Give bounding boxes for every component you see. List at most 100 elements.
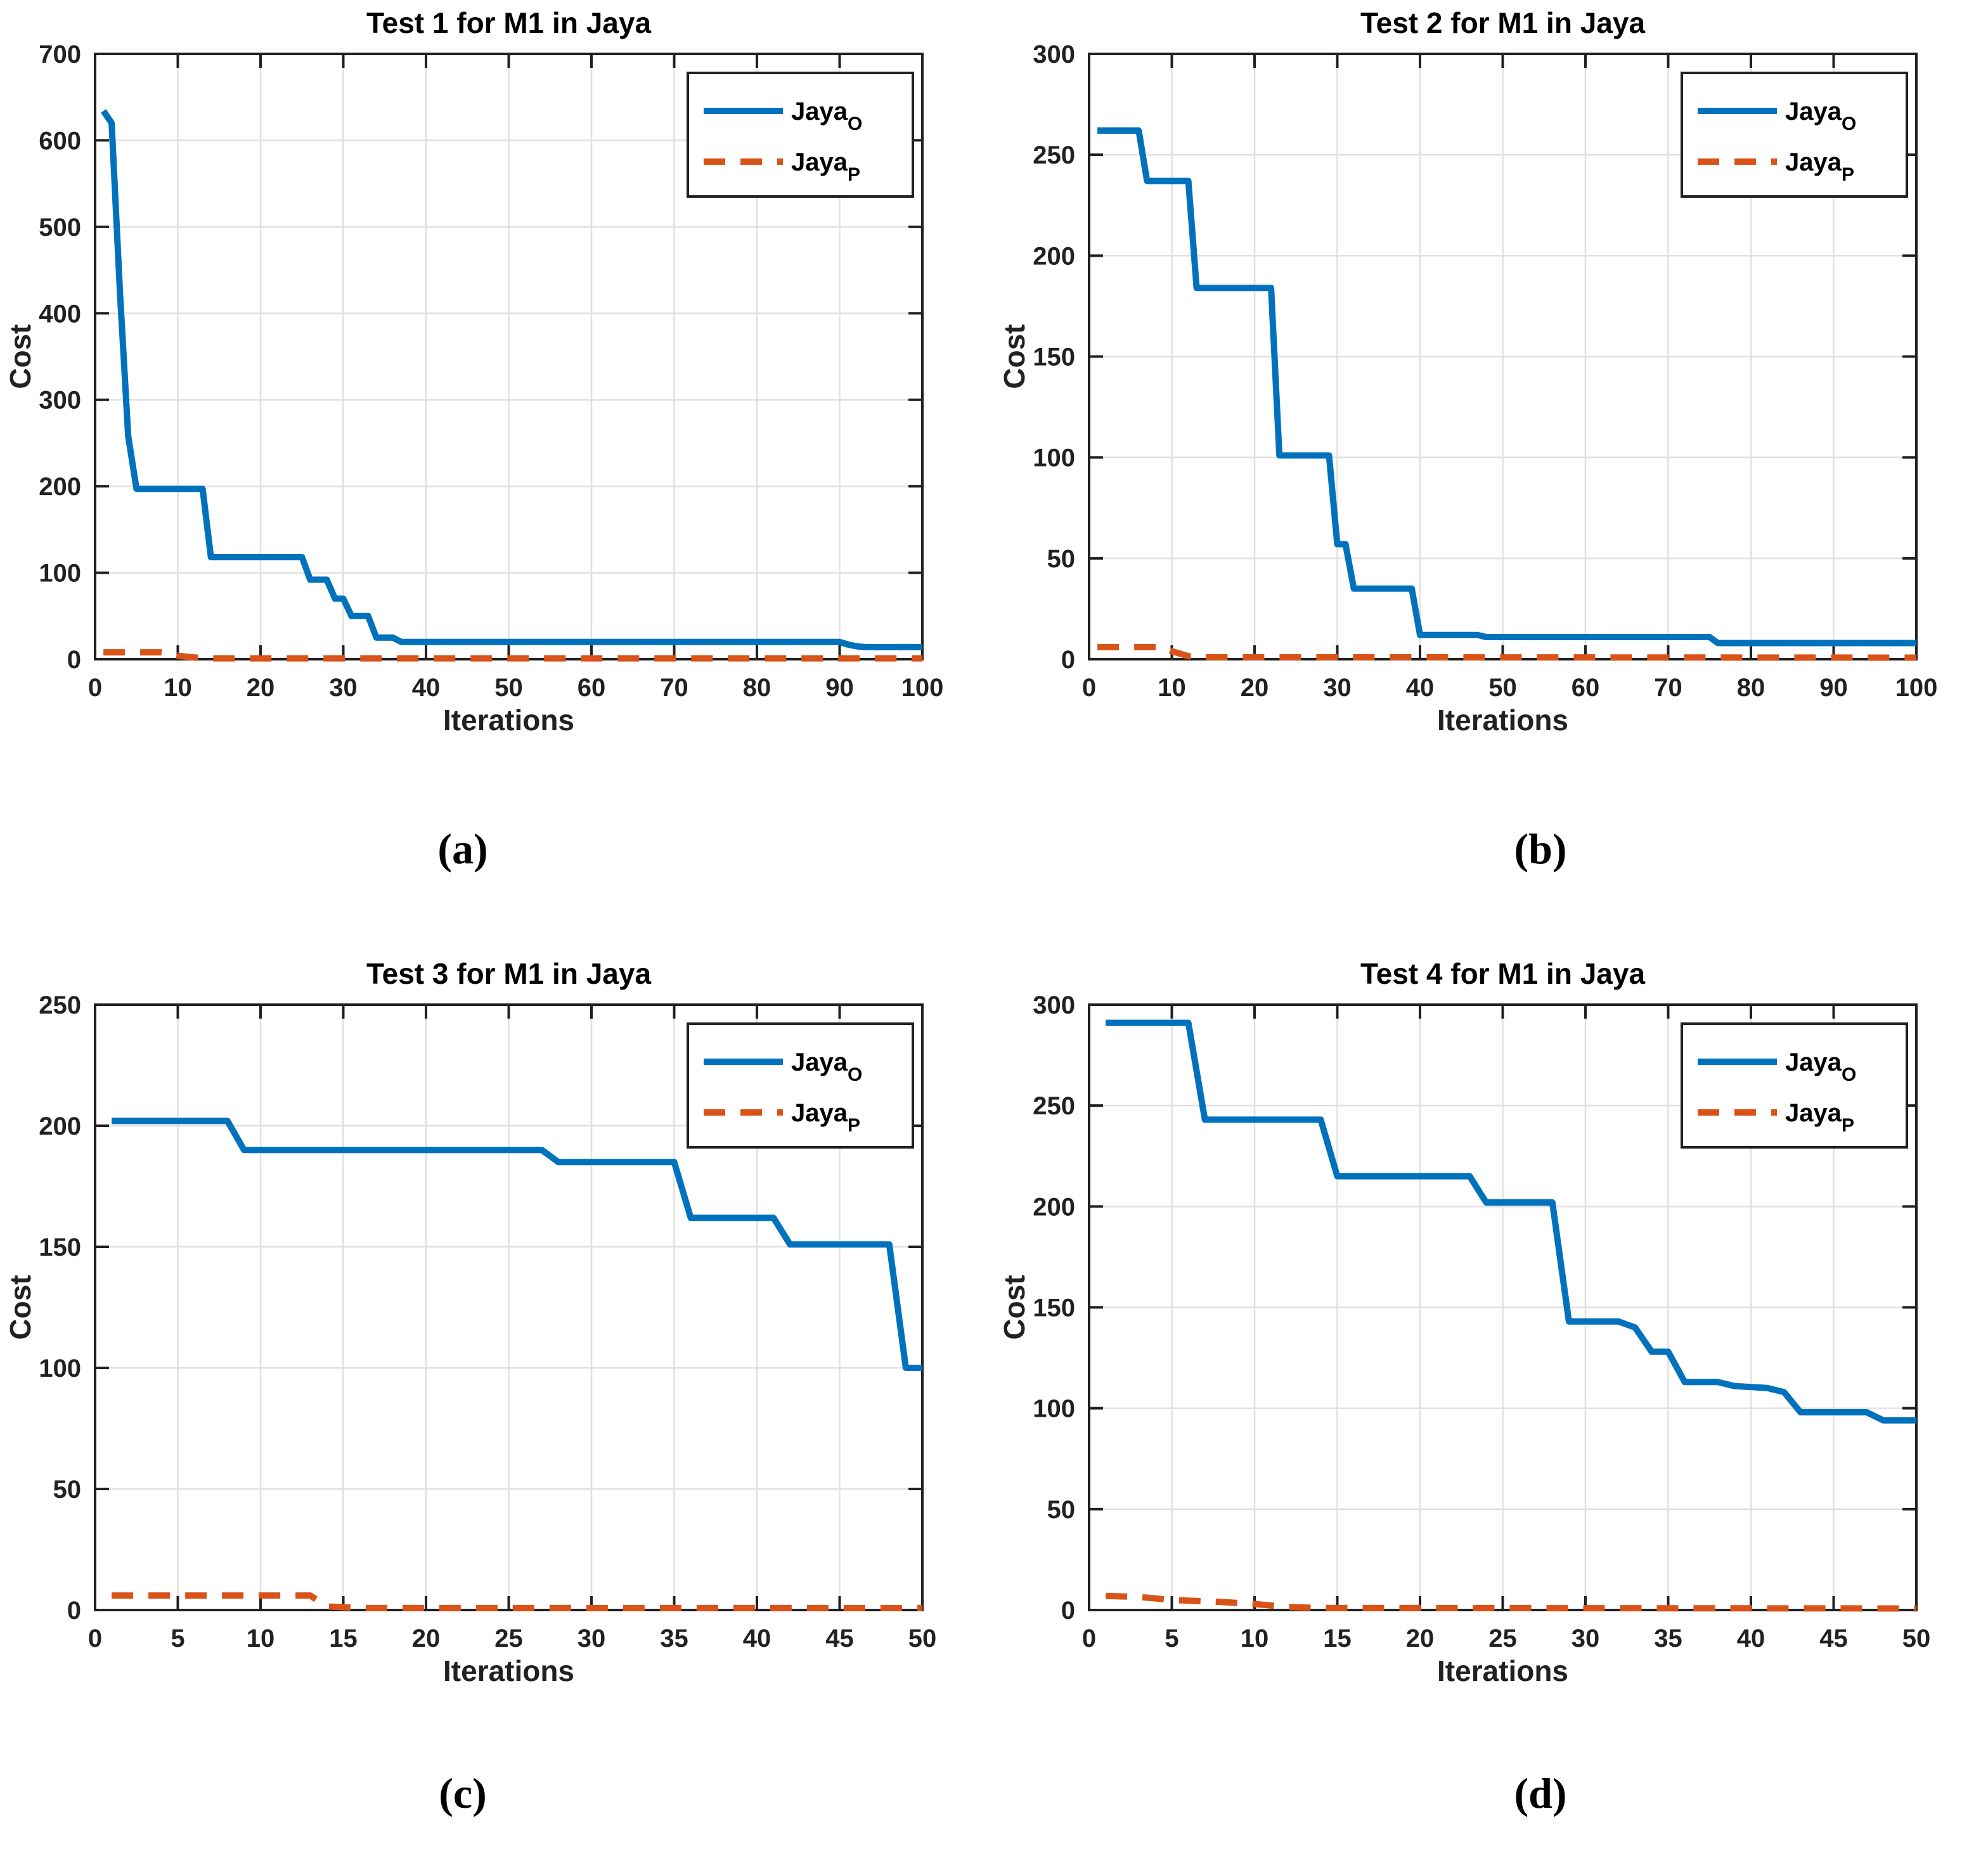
y-axis-label: Cost (998, 324, 1031, 389)
y-tick-label: 250 (39, 991, 81, 1019)
x-tick-label: 60 (578, 674, 606, 702)
chart-test-2: 0 10 20 30 40 50 60 70 80 90 100 0 50 100 150 200 250 300… (994, 0, 1988, 748)
x-tick-label: 50 (1902, 1625, 1931, 1653)
y-tick-label: 50 (1047, 1496, 1076, 1524)
y-tick-label: 700 (39, 41, 81, 68)
panel-title: Test 1 for M1 in Jaya (366, 6, 652, 39)
x-tick-label: 40 (1406, 674, 1435, 702)
y-tick-label: 0 (1061, 646, 1075, 674)
x-tick-label: 80 (1737, 674, 1765, 702)
series-jaya-o (1097, 127, 1916, 647)
y-tick-label: 250 (1033, 141, 1075, 169)
caption-a: (a) (0, 748, 994, 951)
x-tick-label: 30 (1572, 1625, 1600, 1653)
chart-test-4: 0 5 10 15 20 25 30 35 40 45 50 0 50 100 150 200 250 300 Te… (994, 951, 1988, 1699)
x-tick-label: 15 (1323, 1625, 1352, 1653)
y-tick-label: 300 (1033, 991, 1075, 1019)
y-axis-label: Cost (4, 1275, 37, 1339)
x-tick-label: 20 (1406, 1625, 1435, 1653)
y-tick-label: 100 (1033, 444, 1075, 472)
x-tick-label: 15 (329, 1625, 358, 1653)
y-axis-label: Cost (998, 1275, 1031, 1339)
y-tick-label: 400 (39, 300, 81, 328)
x-tick-label: 45 (1819, 1625, 1848, 1653)
caption-c-text: (c) (439, 1769, 487, 1817)
x-tick-label: 20 (412, 1625, 441, 1653)
x-tick-label: 90 (1819, 674, 1848, 702)
y-tick-label: 150 (1033, 1294, 1075, 1322)
x-tick-label: 90 (825, 674, 854, 702)
panel-c-chart: 0 5 10 15 20 25 30 35 40 45 50 0 50 100 150 200 250 Test … (0, 951, 994, 1699)
y-tick-label: 100 (39, 1355, 81, 1382)
chart-test-1: 0 10 20 30 40 50 60 70 80 90 100 0 100 200 300 400 500 60… (0, 0, 994, 748)
x-tick-label: 70 (1654, 674, 1682, 702)
caption-b-text: (b) (1514, 825, 1567, 873)
x-tick-label: 50 (908, 1625, 937, 1653)
y-tick-label: 150 (1033, 344, 1075, 371)
x-tick-label: 40 (1737, 1625, 1765, 1653)
y-axis-label: Cost (4, 324, 37, 389)
x-tick-label: 30 (1323, 674, 1352, 702)
series-jaya-o (100, 109, 922, 650)
x-tick-label: 0 (88, 1625, 102, 1653)
y-tick-label: 200 (39, 473, 81, 501)
x-axis-label: Iterations (443, 1654, 574, 1687)
series-jaya-p (103, 649, 922, 662)
y-tick-label: 200 (39, 1112, 81, 1140)
x-tick-label: 25 (1488, 1625, 1517, 1653)
panel-b-chart: 0 10 20 30 40 50 60 70 80 90 100 0 50 100 150 200 250 300… (994, 0, 1988, 748)
x-axis-label: Iterations (443, 704, 574, 737)
x-tick-label: 40 (412, 674, 441, 702)
caption-d-text: (d) (1514, 1769, 1567, 1817)
panel-title: Test 2 for M1 in Jaya (1360, 6, 1646, 39)
panel-title: Test 3 for M1 in Jaya (366, 957, 652, 990)
x-tick-label: 10 (1158, 674, 1186, 702)
x-tick-label: 0 (88, 674, 102, 702)
y-tick-label: 300 (1033, 41, 1075, 68)
x-tick-label: 70 (660, 674, 688, 702)
x-tick-label: 50 (494, 674, 523, 702)
series-jaya-p (1097, 643, 1917, 661)
x-tick-label: 45 (825, 1625, 854, 1653)
x-tick-label: 20 (247, 674, 275, 702)
x-tick-label: 30 (329, 674, 358, 702)
x-tick-label: 80 (743, 674, 771, 702)
panel-title: Test 4 for M1 in Jaya (1360, 957, 1646, 990)
panel-d-chart: 0 5 10 15 20 25 30 35 40 45 50 0 50 100 150 200 250 300 Te… (994, 951, 1988, 1699)
x-tick-label: 100 (901, 674, 944, 702)
x-tick-label: 35 (1654, 1625, 1682, 1653)
y-tick-label: 50 (1047, 545, 1076, 573)
legend-box (687, 72, 914, 198)
caption-b: (b) (994, 748, 1988, 951)
legend-box (1681, 1022, 1908, 1149)
x-tick-label: 5 (171, 1625, 184, 1653)
y-tick-label: 500 (39, 214, 81, 242)
y-tick-label: 150 (39, 1234, 81, 1261)
x-tick-label: 30 (578, 1625, 606, 1653)
x-tick-label: 10 (247, 1625, 275, 1653)
y-tick-label: 200 (1033, 1193, 1075, 1221)
x-tick-label: 0 (1082, 1625, 1096, 1653)
series-jaya-p (1105, 1592, 1917, 1612)
chart-test-3: 0 5 10 15 20 25 30 35 40 45 50 0 50 100 150 200 250 Test … (0, 951, 994, 1699)
legend-box (1681, 72, 1908, 198)
x-tick-label: 10 (164, 674, 192, 702)
x-tick-label: 35 (660, 1625, 688, 1653)
y-tick-label: 50 (53, 1476, 82, 1504)
x-tick-label: 50 (1488, 674, 1517, 702)
y-tick-label: 300 (39, 387, 81, 415)
series-jaya-o (1106, 1019, 1916, 1424)
panel-a-chart: 0 10 20 30 40 50 60 70 80 90 100 0 100 200 300 400 500 60… (0, 0, 994, 748)
caption-c: (c) (0, 1699, 994, 1849)
x-axis-label: Iterations (1437, 1654, 1568, 1687)
x-tick-label: 0 (1082, 674, 1096, 702)
y-tick-label: 0 (67, 646, 81, 674)
y-tick-label: 100 (39, 560, 81, 588)
x-tick-label: 5 (1165, 1625, 1178, 1653)
y-tick-label: 600 (39, 127, 81, 155)
